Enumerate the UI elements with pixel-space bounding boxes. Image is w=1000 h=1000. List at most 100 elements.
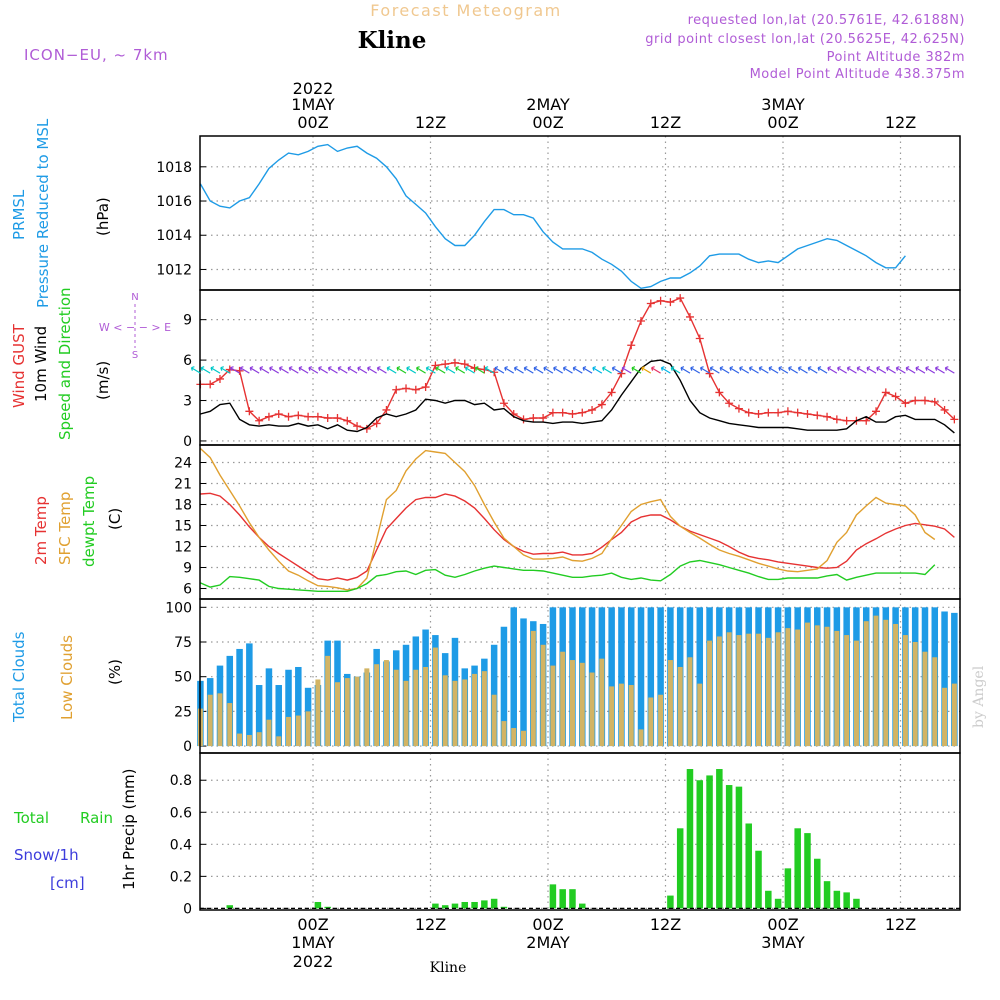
gust-marker: [264, 412, 273, 421]
bar-total-clouds: [696, 607, 704, 747]
bar-low-clouds: [325, 655, 331, 747]
bar-low-clouds: [707, 640, 713, 747]
bar-low-clouds: [432, 647, 438, 747]
bar-total-clouds: [236, 648, 243, 747]
bar-rain: [432, 903, 439, 909]
y-tick-label: 0: [183, 901, 192, 917]
gust-marker: [431, 361, 440, 370]
y-tick-label: 0: [183, 434, 192, 450]
bar-low-clouds: [873, 615, 879, 747]
bar-rain: [314, 901, 322, 909]
y-tick-label: 9: [183, 561, 192, 577]
wind-direction-arrow: [797, 366, 808, 374]
y-tick-label: 0.4: [170, 837, 192, 853]
bar-low-clouds: [560, 651, 566, 747]
bar-low-clouds: [893, 623, 899, 747]
bar-low-clouds: [413, 669, 419, 747]
bar-low-clouds: [599, 658, 605, 747]
wind-direction-arrow: [611, 366, 622, 374]
panel-temperature: 6 9 12 15 18 21 24: [174, 444, 961, 600]
wind-direction-arrow: [416, 366, 426, 374]
bar-low-clouds: [765, 637, 771, 747]
y-tick-label: 1016: [156, 194, 192, 210]
gust-marker: [950, 415, 959, 424]
bar-rain: [569, 889, 576, 909]
wind-direction-arrow: [435, 366, 446, 374]
bar-low-clouds: [256, 732, 262, 747]
wind-direction-arrow: [925, 366, 936, 374]
bar-rain: [814, 858, 821, 909]
bar-rain: [667, 895, 674, 909]
wind-direction-arrow: [846, 366, 857, 374]
gust-marker: [597, 400, 606, 409]
wind-direction-arrow: [259, 366, 270, 374]
wind-direction-arrow: [778, 366, 789, 374]
wind-direction-arrow: [406, 366, 417, 374]
direction-key-axis: W < − − > E: [99, 321, 171, 334]
wind-direction-arrow: [298, 366, 309, 374]
y-tick-label: 0.2: [170, 869, 192, 885]
ylabel-gust: Wind GUST: [10, 323, 28, 408]
y-tick-label: 6: [183, 353, 192, 369]
bar-low-clouds: [276, 736, 282, 747]
y-tick-label: 1014: [156, 228, 192, 244]
wind-direction-arrow: [807, 366, 818, 374]
bar-low-clouds: [756, 633, 762, 747]
bar-low-clouds: [442, 675, 448, 747]
gust-marker: [617, 369, 626, 378]
wind-direction-arrow: [484, 366, 495, 374]
bar-low-clouds: [246, 734, 252, 747]
bar-total-clouds: [941, 611, 948, 747]
bar-low-clouds: [804, 622, 810, 747]
bar-low-clouds: [618, 683, 624, 747]
bar-total-clouds: [608, 607, 615, 747]
y-tick-label: 18: [174, 498, 192, 514]
gust-marker: [627, 341, 636, 350]
panel-clouds: 0 25 50 75 100: [165, 598, 961, 755]
gust-marker: [646, 299, 655, 308]
bar-low-clouds: [364, 668, 370, 747]
bar-low-clouds: [922, 651, 928, 747]
bar-low-clouds: [481, 671, 487, 747]
y-tick-label: 0: [183, 739, 192, 755]
bar-low-clouds: [853, 640, 859, 747]
bar-rain: [549, 884, 557, 909]
bar-low-clouds: [334, 682, 340, 747]
bar-low-clouds: [716, 636, 722, 747]
bar-low-clouds: [942, 687, 948, 747]
wind-direction-arrow: [367, 366, 377, 374]
gust-marker: [499, 399, 508, 408]
gust-marker: [568, 410, 577, 418]
y-tick-label: 6: [183, 582, 192, 598]
bar-low-clouds: [844, 635, 850, 747]
bar-rain: [745, 823, 752, 909]
bar-total-clouds: [285, 669, 292, 747]
gust-marker: [901, 399, 910, 408]
y-tick-label: 75: [174, 635, 192, 651]
bottom-date-label: 3MAY: [761, 933, 805, 952]
gust-marker: [255, 416, 264, 425]
wind-direction-arrow: [327, 366, 338, 374]
bar-low-clouds: [834, 630, 840, 747]
bar-low-clouds: [863, 621, 869, 747]
bottom-hour-label: 12Z: [415, 915, 446, 934]
wind-direction-arrow: [269, 366, 280, 374]
label-total: Total: [13, 809, 49, 827]
top-date-label: 3MAY: [761, 95, 805, 114]
footer-location: Kline: [430, 960, 467, 976]
gust-marker: [940, 405, 949, 414]
y-tick-label: 100: [165, 600, 192, 616]
bar-rain: [833, 890, 841, 909]
wind-direction-arrow: [455, 366, 466, 374]
wind-direction-arrow: [288, 366, 299, 374]
wind-direction-arrow: [709, 366, 720, 374]
bar-low-clouds: [579, 662, 585, 747]
bar-low-clouds: [207, 694, 213, 747]
wind-direction-arrow: [523, 366, 534, 374]
bar-rain: [441, 905, 449, 909]
bar-low-clouds: [697, 683, 703, 747]
bar-low-clouds: [315, 679, 321, 747]
bar-total-clouds: [627, 607, 635, 747]
wind-direction-arrow: [768, 366, 779, 374]
gust-marker: [353, 422, 362, 431]
